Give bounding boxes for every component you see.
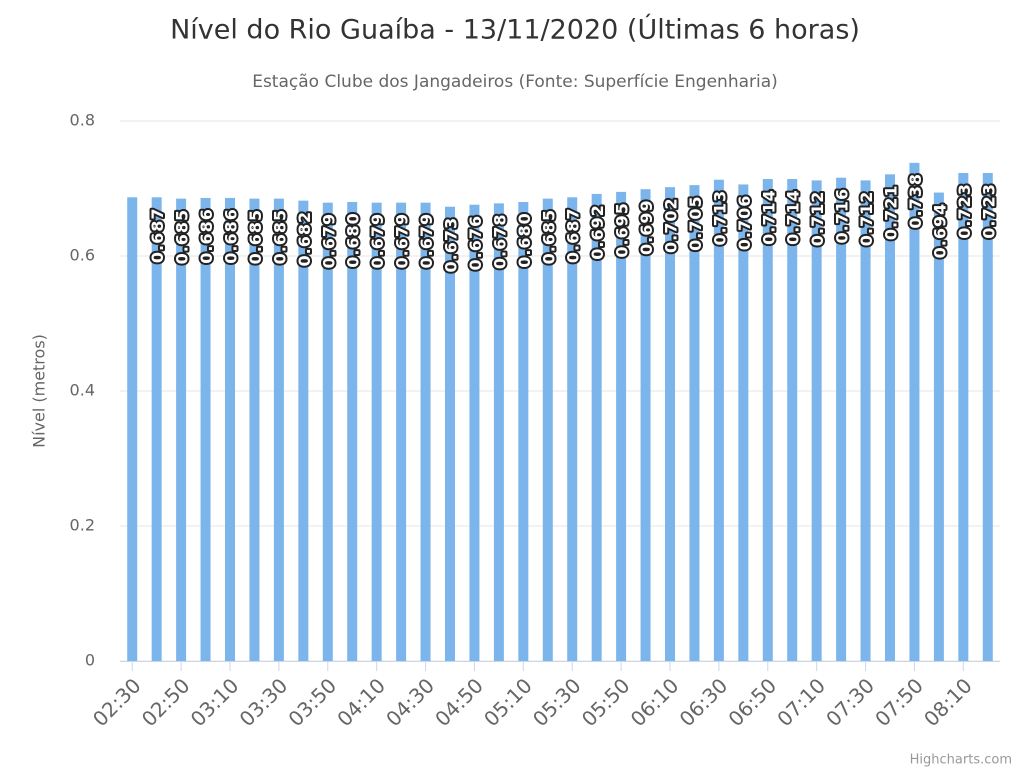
- data-label: 0.694: [930, 203, 949, 259]
- bar: [298, 200, 309, 661]
- data-label: 0.712: [808, 191, 827, 247]
- bar: [322, 202, 333, 662]
- data-label: 0.687: [148, 207, 167, 263]
- bar: [885, 174, 895, 661]
- bar: [151, 197, 162, 661]
- data-label: 0.705: [686, 195, 705, 251]
- x-tick-label: 04:30: [381, 673, 439, 731]
- bar: [396, 202, 407, 662]
- bar: [542, 198, 553, 661]
- x-tick-label: 05:30: [528, 673, 586, 731]
- bar: [982, 172, 993, 661]
- data-label: 0.686: [197, 208, 216, 264]
- data-label: 0.723: [955, 183, 974, 239]
- credits[interactable]: Highcharts.com: [910, 753, 1012, 768]
- x-tick-label: 03:30: [235, 673, 293, 731]
- y-tick-label: 0.4: [70, 381, 95, 400]
- data-label: 0.682: [295, 211, 314, 267]
- bar: [860, 180, 871, 661]
- x-tick-label: 07:30: [821, 673, 879, 731]
- data-label: 0.679: [319, 213, 338, 269]
- data-label: 0.692: [588, 204, 607, 260]
- x-tick-label: 03:10: [186, 673, 244, 731]
- data-label: 0.716: [833, 188, 852, 244]
- bar: [958, 172, 969, 661]
- data-label: 0.678: [490, 214, 509, 270]
- y-tick-label: 0: [85, 651, 95, 670]
- bar: [518, 202, 529, 661]
- data-label: 0.706: [735, 195, 754, 251]
- x-tick-label: 06:50: [723, 673, 781, 731]
- bar: [689, 185, 700, 661]
- data-label: 0.738: [906, 173, 925, 229]
- bar: [909, 162, 920, 661]
- bar: [347, 202, 358, 661]
- x-tick-label: 06:30: [675, 673, 733, 731]
- x-tick-label: 06:10: [626, 673, 684, 731]
- bar: [176, 198, 187, 661]
- data-label: 0.699: [637, 199, 656, 255]
- data-label: 0.676: [466, 215, 485, 271]
- chart-title: Nível do Rio Guaíba - 13/11/2020 (Última…: [170, 14, 860, 46]
- data-label: 0.714: [759, 189, 778, 245]
- x-tick-label: 05:10: [479, 673, 537, 731]
- chart-subtitle: Estação Clube dos Jangadeiros (Fonte: Su…: [252, 72, 778, 92]
- bar: [567, 197, 578, 661]
- data-label: 0.679: [393, 213, 412, 269]
- bar: [616, 191, 627, 661]
- bar: [371, 202, 382, 662]
- data-label: 0.686: [222, 208, 241, 264]
- y-axis-title: Nível (metros): [30, 334, 49, 448]
- data-label: 0.680: [344, 212, 363, 268]
- bar: [127, 197, 138, 661]
- bar: [469, 204, 480, 661]
- x-tick-label: 03:50: [283, 673, 341, 731]
- bar: [225, 197, 235, 661]
- data-label: 0.680: [515, 212, 534, 268]
- bar: [445, 206, 455, 661]
- data-label: 0.695: [613, 202, 632, 258]
- data-label: 0.685: [246, 209, 265, 265]
- bar: [591, 193, 602, 661]
- x-tick-label: 04:50: [430, 673, 488, 731]
- y-tick-label: 0.6: [70, 246, 95, 265]
- bar: [249, 198, 260, 661]
- x-tick-label: 05:50: [577, 673, 635, 731]
- data-label: 0.702: [662, 197, 681, 253]
- bar: [665, 187, 675, 661]
- bar: [787, 179, 798, 662]
- bar: [811, 180, 822, 661]
- data-label: 0.713: [710, 190, 729, 246]
- data-label: 0.712: [857, 191, 876, 247]
- y-tick-label: 0.8: [70, 111, 95, 130]
- data-label: 0.679: [417, 213, 436, 269]
- x-tick-label: 02:30: [88, 673, 146, 731]
- bar: [640, 189, 651, 662]
- data-label: 0.685: [173, 209, 192, 265]
- x-tick-label: 07:10: [772, 673, 830, 731]
- bar: [273, 198, 284, 661]
- x-tick-label: 08:10: [919, 673, 977, 731]
- data-label: 0.673: [442, 217, 461, 273]
- bar: [493, 203, 504, 661]
- bar: [933, 192, 944, 662]
- bar: [200, 197, 211, 661]
- data-label: 0.685: [270, 209, 289, 265]
- data-label: 0.714: [784, 189, 803, 245]
- bar: [836, 177, 847, 661]
- data-label: 0.723: [979, 183, 998, 239]
- bar: [713, 179, 724, 661]
- bar: [738, 184, 749, 661]
- bar: [762, 179, 773, 662]
- data-label: 0.687: [564, 207, 583, 263]
- bar: [420, 202, 431, 662]
- data-label: 0.721: [882, 185, 901, 241]
- x-tick-label: 07:50: [870, 673, 928, 731]
- x-tick-label: 02:50: [137, 673, 195, 731]
- data-label: 0.685: [539, 209, 558, 265]
- data-label: 0.679: [368, 213, 387, 269]
- x-tick-label: 04:10: [332, 673, 390, 731]
- y-tick-label: 0.2: [70, 516, 95, 535]
